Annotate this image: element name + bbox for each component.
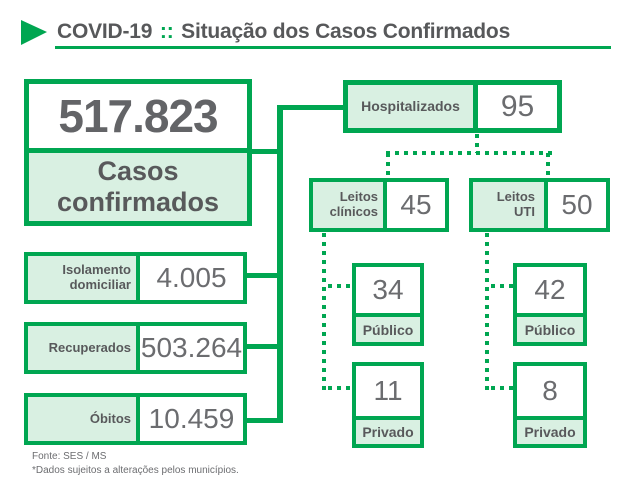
- footer-source: Fonte: SES / MS: [32, 451, 107, 462]
- icu-private-label: Privado: [517, 416, 583, 444]
- icu-beds-label: Leitos UTI: [473, 182, 548, 228]
- icu-public-box: 42 Público: [513, 263, 587, 346]
- home-isolation-box: Isolamento domiciliar 4.005: [24, 252, 247, 304]
- page-title: COVID-19 :: Situação dos Casos Confirmad…: [57, 20, 510, 44]
- recovered-box: Recuperados 503.264: [24, 322, 247, 374]
- dotted-branch-icu-public: [491, 284, 513, 288]
- confirmed-cases-label: Casos confirmados: [29, 148, 247, 221]
- dotted-drop-icu: [546, 153, 550, 178]
- hospitalized-label: Hospitalizados: [348, 85, 478, 128]
- connector-stub-deaths: [245, 418, 283, 423]
- icu-public-value: 42: [534, 274, 566, 305]
- connector-stub-isolation: [245, 273, 283, 278]
- confirmed-cases-value: 517.823: [58, 90, 218, 142]
- dotted-branch-clinical-public: [328, 284, 352, 288]
- clinical-private-box: 11 Privado: [352, 362, 424, 448]
- clinical-public-box: 34 Público: [352, 263, 424, 346]
- dotted-vertical-icu: [485, 233, 489, 390]
- clinical-public-label: Público: [356, 313, 420, 342]
- clinical-private-label: Privado: [356, 416, 420, 444]
- title-rest: Situação dos Casos Confirmados: [181, 20, 511, 43]
- home-isolation-label: Isolamento domiciliar: [28, 256, 140, 300]
- dotted-horizontal-beds: [386, 151, 552, 155]
- icu-beds-box: Leitos UTI 50: [469, 178, 610, 232]
- icu-private-box: 8 Privado: [513, 362, 587, 448]
- title-underline: [55, 46, 611, 49]
- confirmed-cases-box: 517.823 Casos confirmados: [24, 79, 252, 226]
- deaths-box: Óbitos 10.459: [24, 393, 247, 445]
- dotted-drop-clinical: [386, 153, 390, 178]
- connector-stub-recovered: [245, 344, 283, 349]
- recovered-value: 503.264: [140, 332, 243, 363]
- clinical-beds-box: Leitos clínicos 45: [309, 178, 449, 232]
- dotted-branch-icu-private: [491, 386, 513, 390]
- play-triangle-icon: [21, 20, 47, 45]
- connector-to-hospitalized: [277, 105, 343, 110]
- clinical-public-value: 34: [372, 274, 404, 305]
- hospitalized-box: Hospitalizados 95: [343, 80, 562, 133]
- title-prefix: COVID-19: [57, 20, 153, 43]
- deaths-value: 10.459: [148, 403, 235, 434]
- title-separator: ::: [159, 20, 174, 43]
- dotted-vertical-clinical: [322, 233, 326, 390]
- hospitalized-value: 95: [500, 89, 535, 123]
- dotted-stub-hospitalized: [475, 134, 479, 153]
- dotted-branch-clinical-private: [328, 386, 352, 390]
- icu-public-label: Público: [517, 313, 583, 342]
- footer-note: *Dados sujeitos a alterações pelos munic…: [32, 465, 239, 476]
- connector-stub-confirmed: [250, 149, 283, 154]
- icu-private-value: 8: [542, 375, 558, 406]
- deaths-label: Óbitos: [28, 397, 140, 441]
- clinical-beds-value: 45: [400, 189, 432, 220]
- clinical-beds-label: Leitos clínicos: [313, 182, 387, 228]
- recovered-label: Recuperados: [28, 326, 140, 370]
- clinical-private-value: 11: [373, 375, 403, 406]
- connector-main-vertical: [277, 105, 283, 423]
- icu-beds-value: 50: [561, 189, 593, 220]
- home-isolation-value: 4.005: [156, 262, 227, 293]
